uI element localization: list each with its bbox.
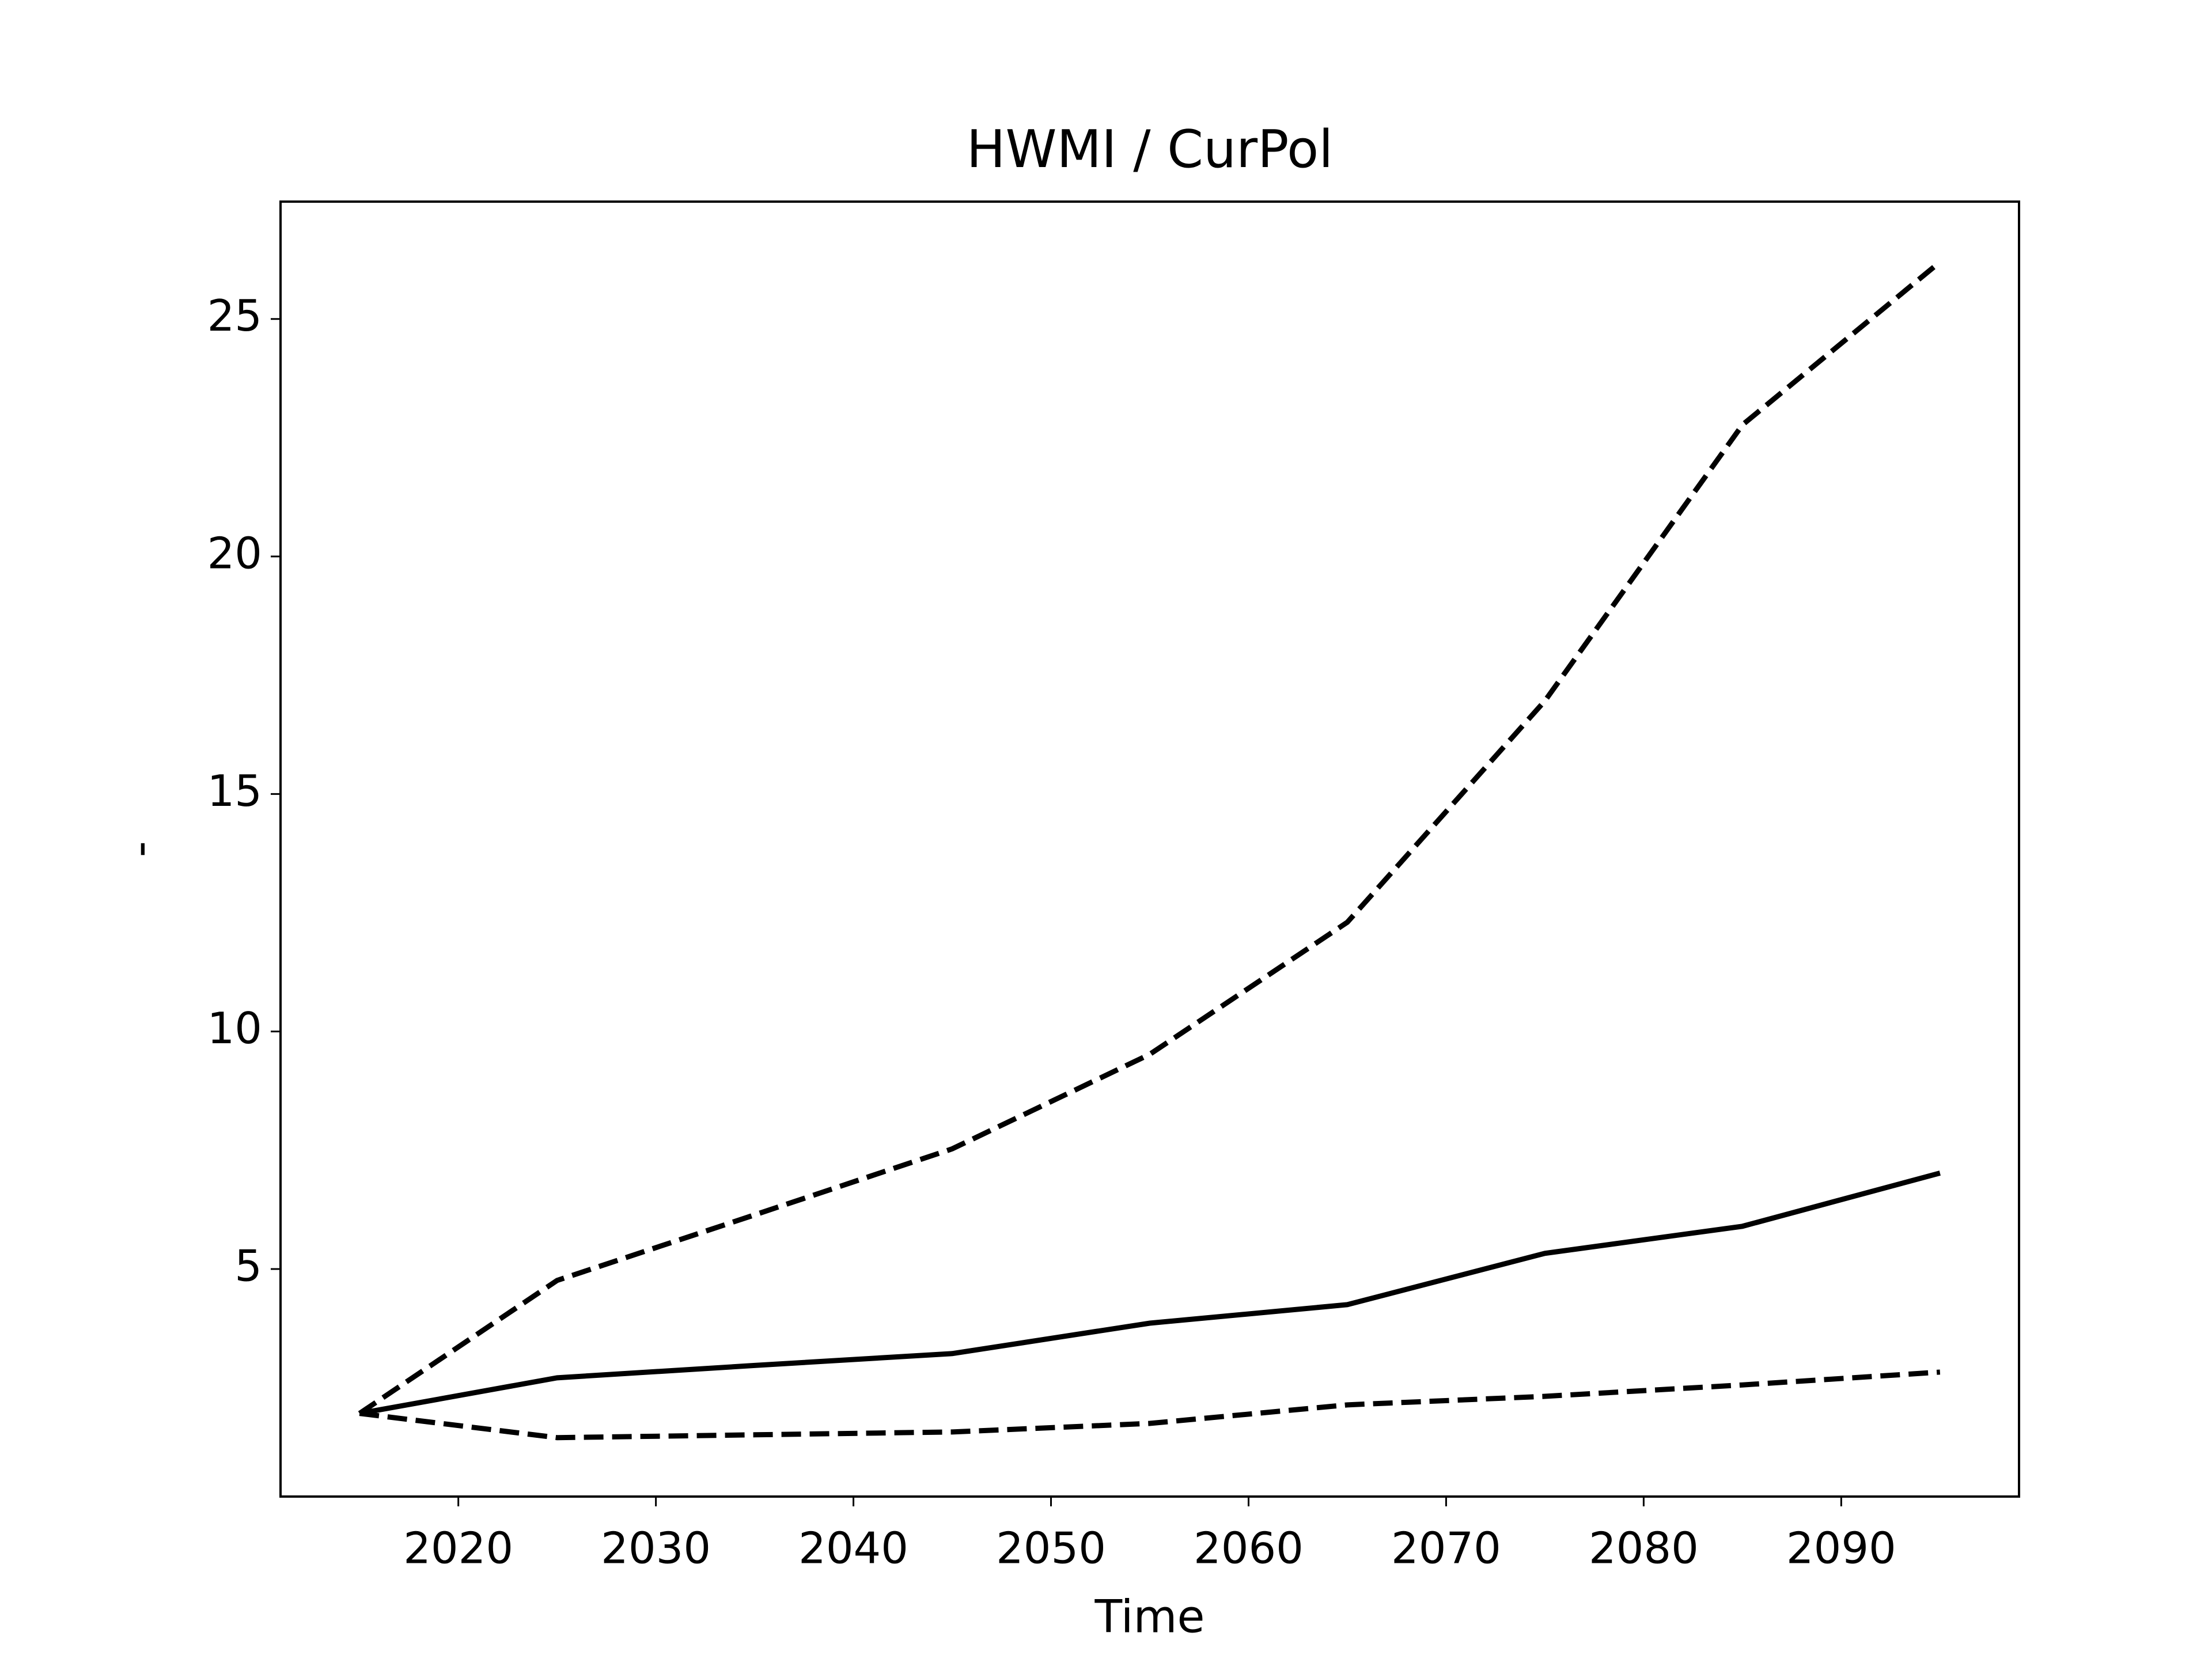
y-tick-label: 20	[207, 528, 262, 579]
y-tick-label: 15	[207, 766, 262, 816]
x-tick-label: 2030	[601, 1523, 711, 1574]
y-axis-label: -	[114, 841, 166, 857]
x-axis-label: Time	[1094, 1591, 1205, 1643]
series-line	[359, 1369, 1941, 1441]
y-tick-label: 5	[234, 1240, 262, 1291]
x-tick-label: 2040	[798, 1523, 908, 1574]
x-tick-label: 2020	[403, 1523, 513, 1574]
y-tick-label: 10	[207, 1003, 262, 1054]
x-tick-label: 2070	[1391, 1523, 1501, 1574]
x-tick-label: 2050	[996, 1523, 1106, 1574]
plot-frame	[279, 200, 2020, 1498]
y-tick-label: 25	[207, 290, 262, 341]
x-tick-label: 2090	[1786, 1523, 1896, 1574]
chart-title: HWMI / CurPol	[967, 119, 1333, 180]
x-tick-label: 2060	[1194, 1523, 1304, 1574]
series-line	[358, 260, 1942, 1416]
series-line	[359, 1171, 1941, 1416]
x-tick-label: 2080	[1589, 1523, 1699, 1574]
